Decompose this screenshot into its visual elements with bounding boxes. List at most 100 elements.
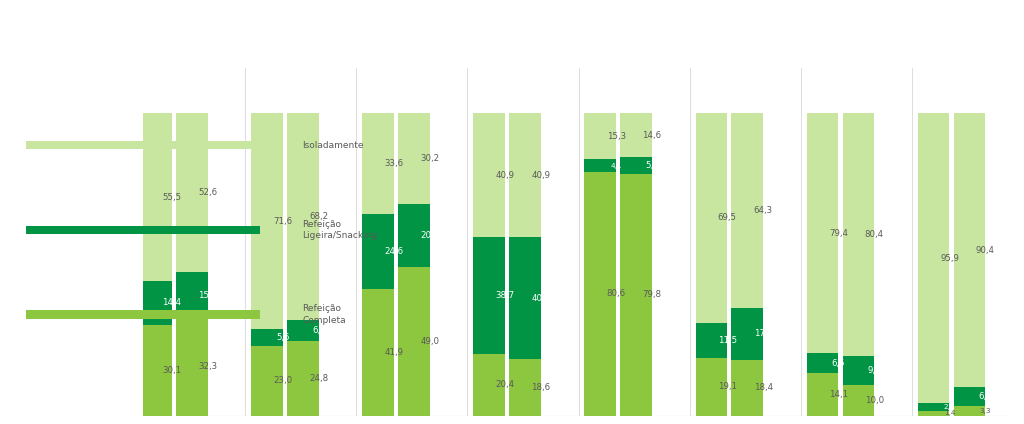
- Text: 30,2: 30,2: [420, 154, 439, 163]
- Text: 18,4: 18,4: [754, 383, 773, 392]
- Text: 32,3: 32,3: [198, 362, 217, 371]
- Bar: [176, 272, 208, 318]
- Text: 40,9: 40,9: [531, 171, 551, 180]
- Text: 6,5: 6,5: [831, 359, 845, 368]
- Bar: [621, 157, 652, 174]
- Bar: [362, 113, 394, 215]
- Bar: [287, 320, 318, 340]
- Text: 40,9: 40,9: [496, 170, 514, 179]
- FancyBboxPatch shape: [27, 226, 260, 234]
- Text: 69,5: 69,5: [718, 213, 736, 223]
- Text: 33,6: 33,6: [384, 159, 403, 168]
- Bar: [953, 114, 985, 387]
- Text: 90,4: 90,4: [976, 245, 995, 255]
- Bar: [473, 113, 505, 237]
- Text: 18,6: 18,6: [531, 383, 551, 392]
- Text: 30,1: 30,1: [162, 365, 181, 374]
- Bar: [731, 307, 763, 360]
- Text: 15,1: 15,1: [198, 290, 217, 299]
- Bar: [807, 373, 839, 416]
- Bar: [251, 113, 283, 329]
- Text: 17,3: 17,3: [754, 329, 773, 338]
- Bar: [695, 323, 727, 358]
- Text: 4,1: 4,1: [610, 163, 622, 169]
- Bar: [695, 113, 727, 323]
- Text: 80,4: 80,4: [864, 230, 884, 239]
- Text: 1,4: 1,4: [944, 410, 955, 416]
- Bar: [509, 237, 541, 359]
- Text: 6,2: 6,2: [979, 392, 992, 401]
- Text: 24,8: 24,8: [309, 374, 329, 382]
- Bar: [398, 204, 430, 268]
- Bar: [807, 113, 839, 353]
- Bar: [473, 354, 505, 416]
- Bar: [140, 324, 172, 416]
- Bar: [843, 113, 874, 356]
- Text: 40,4: 40,4: [531, 294, 551, 303]
- Bar: [473, 237, 505, 354]
- Bar: [695, 358, 727, 416]
- Text: Refeição
Ligeira/Snacking: Refeição Ligeira/Snacking: [302, 220, 377, 240]
- Text: 52,6: 52,6: [198, 188, 217, 197]
- Bar: [140, 281, 172, 324]
- Text: 5,6: 5,6: [645, 161, 658, 170]
- Text: 80,6: 80,6: [606, 289, 626, 298]
- Bar: [843, 385, 874, 416]
- Text: 20,8: 20,8: [420, 232, 439, 240]
- Text: 49,0: 49,0: [421, 337, 439, 346]
- Text: 15,3: 15,3: [606, 132, 626, 141]
- Bar: [287, 114, 318, 320]
- Bar: [287, 340, 318, 416]
- Text: 55,5: 55,5: [162, 192, 181, 201]
- Text: Isoladamente: Isoladamente: [302, 141, 364, 150]
- Text: 19,1: 19,1: [718, 382, 736, 391]
- Text: 79,4: 79,4: [828, 229, 848, 238]
- Bar: [621, 174, 652, 416]
- Text: 9,6: 9,6: [867, 366, 881, 375]
- Bar: [509, 359, 541, 416]
- FancyBboxPatch shape: [27, 141, 260, 150]
- Bar: [362, 215, 394, 289]
- Text: Refeição
Completa: Refeição Completa: [302, 304, 346, 325]
- Bar: [918, 411, 949, 416]
- Bar: [398, 113, 430, 204]
- FancyBboxPatch shape: [27, 310, 260, 319]
- Bar: [585, 159, 616, 172]
- Bar: [807, 353, 839, 373]
- Bar: [918, 113, 949, 403]
- Text: 68,2: 68,2: [309, 212, 329, 221]
- Bar: [843, 356, 874, 385]
- Bar: [176, 318, 208, 416]
- Text: 23,0: 23,0: [273, 376, 293, 385]
- Bar: [140, 113, 172, 281]
- Text: 5,5: 5,5: [276, 333, 290, 342]
- Text: 2,7: 2,7: [944, 404, 955, 410]
- Bar: [509, 114, 541, 237]
- Bar: [585, 172, 616, 416]
- Bar: [585, 113, 616, 159]
- Text: 79,8: 79,8: [643, 290, 662, 299]
- Text: 95,9: 95,9: [940, 254, 958, 262]
- Bar: [731, 113, 763, 307]
- Bar: [953, 387, 985, 405]
- Text: 14,1: 14,1: [828, 390, 848, 399]
- Text: 24,6: 24,6: [384, 247, 403, 256]
- Text: 3,3: 3,3: [980, 407, 991, 413]
- Bar: [251, 329, 283, 346]
- Bar: [251, 346, 283, 416]
- Bar: [398, 268, 430, 416]
- Text: 64,3: 64,3: [754, 206, 773, 215]
- Text: 38,7: 38,7: [496, 291, 515, 300]
- Bar: [731, 360, 763, 416]
- Text: 11,5: 11,5: [718, 336, 737, 345]
- Bar: [953, 405, 985, 416]
- Text: 20,4: 20,4: [496, 380, 515, 389]
- Bar: [362, 289, 394, 416]
- Text: 41,9: 41,9: [384, 348, 403, 357]
- Text: 14,6: 14,6: [642, 131, 662, 140]
- Text: 14,4: 14,4: [162, 298, 181, 307]
- Text: 6,9: 6,9: [312, 326, 326, 335]
- Bar: [176, 113, 208, 272]
- Bar: [918, 403, 949, 411]
- Text: 71,6: 71,6: [273, 217, 293, 226]
